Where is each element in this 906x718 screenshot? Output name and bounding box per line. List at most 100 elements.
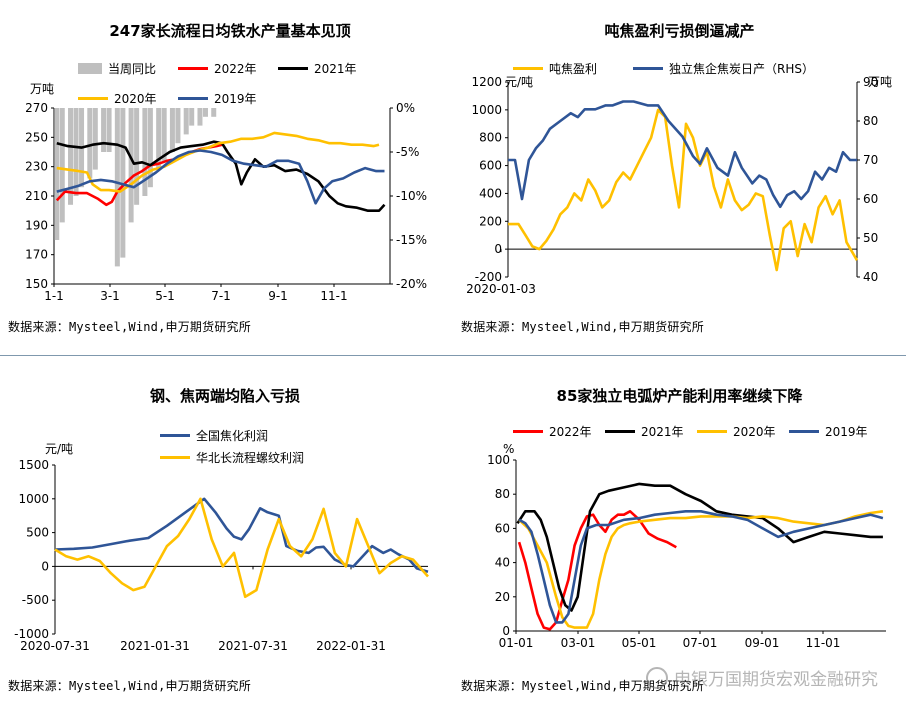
- legend-item: 华北长流程螺纹利润: [160, 449, 304, 466]
- legend-item: 当周同比: [78, 60, 156, 77]
- series-line: [508, 108, 859, 272]
- watermark-text: 申银万国期货宏观金融研究: [674, 670, 878, 690]
- chart-title: 85家独立电弧炉产能利用率继续下降: [556, 387, 803, 405]
- source-note: 数据来源：Mysteel,Wind,申万期货研究所: [8, 679, 251, 693]
- y-axis-unit: 万吨: [30, 82, 55, 96]
- legend-swatch: [178, 97, 208, 100]
- y-tick-label: 80: [495, 487, 510, 501]
- chart-svg: 100 80 60 40 20 001-01 03-01 05-01 07-01 09-01 11-…: [487, 453, 886, 650]
- y-tick-label: -500: [22, 593, 49, 607]
- y2-tick-label: 50: [863, 231, 878, 245]
- legend-label: 2022年: [549, 425, 592, 439]
- y-tick-label: 1000: [18, 492, 49, 506]
- legend-label: 2021年: [641, 425, 684, 439]
- legend-label: 2020年: [114, 92, 157, 106]
- legend-swatch: [513, 430, 543, 433]
- legend-swatch: [789, 430, 819, 433]
- legend-item: 2019年: [178, 90, 257, 107]
- series-line: [56, 131, 380, 193]
- y-tick-label: 20: [495, 590, 510, 604]
- x-tick-label: 01-01: [499, 636, 534, 650]
- bar: [106, 108, 112, 152]
- series-line: [54, 497, 429, 599]
- y-tick-label: 100: [487, 453, 510, 467]
- series-line: [56, 149, 385, 205]
- legend-label: 2022年: [214, 62, 257, 76]
- bar: [92, 108, 98, 170]
- x-tick-label: 2021-07-31: [218, 639, 288, 653]
- x-tick-label: 03-01: [561, 636, 596, 650]
- chart-panel-losses: 钢、焦两端均陷入亏损 全国焦化利润 华北长流程螺纹利润 元/吨 1500 1000…: [0, 360, 450, 718]
- legend-item: 2022年: [513, 423, 592, 440]
- bar: [202, 108, 208, 117]
- y-tick-label: 170: [25, 248, 48, 262]
- y-tick-label: 0: [41, 559, 49, 573]
- divider: [0, 355, 906, 356]
- source-note: 数据来源：Mysteel,Wind,申万期货研究所: [461, 320, 704, 334]
- bar: [54, 108, 60, 240]
- x-tick-label: 05-01: [622, 636, 657, 650]
- legend-item: 吨焦盈利: [513, 60, 597, 77]
- x-tick-label: 07-01: [683, 636, 718, 650]
- bar: [142, 108, 148, 196]
- x-tick-label: 1-1: [44, 289, 64, 303]
- x-tick-label: 09-01: [745, 636, 780, 650]
- y-tick-label: 210: [25, 189, 48, 203]
- y2-tick-label: -20%: [396, 277, 427, 291]
- x-tick-label: 2021-01-31: [120, 639, 190, 653]
- y-tick-label: 40: [495, 556, 510, 570]
- y-tick-label: 800: [479, 131, 502, 145]
- legend-label: 2019年: [214, 92, 257, 106]
- y-tick-label: 1000: [471, 103, 502, 117]
- x-tick-label: 11-01: [806, 636, 841, 650]
- bar: [147, 108, 153, 188]
- chart-title: 钢、焦两端均陷入亏损: [149, 387, 300, 405]
- x-tick-label: 2020-01-03: [466, 282, 536, 296]
- bar: [68, 108, 74, 205]
- chart-panel-coke-profit: 吨焦盈利亏损倒逼减产 吨焦盈利 独立焦企焦炭日产（RHS） 元/吨 万吨 120…: [453, 0, 906, 345]
- series-line: [516, 482, 883, 612]
- y-tick-label: 230: [25, 160, 48, 174]
- chart-legend: 2022年 2021年 2020年 2019年: [513, 423, 903, 443]
- legend-swatch: [513, 67, 543, 70]
- y-tick-label: 250: [25, 130, 48, 144]
- y2-tick-label: 70: [863, 153, 878, 167]
- legend-swatch: [78, 63, 102, 74]
- bar: [175, 108, 181, 144]
- x-tick-label: 3-1: [100, 289, 120, 303]
- legend-swatch: [278, 67, 308, 70]
- legend-swatch: [633, 67, 663, 70]
- bar: [87, 108, 93, 179]
- y-tick-label: 0: [494, 242, 502, 256]
- chart-title: 吨焦盈利亏损倒逼减产: [604, 22, 755, 40]
- legend-item: 2021年: [278, 60, 357, 77]
- legend-swatch: [178, 67, 208, 70]
- y-axis-unit: 元/吨: [45, 442, 74, 456]
- y2-tick-label: 80: [863, 114, 878, 128]
- bar: [120, 108, 126, 258]
- legend-label: 华北长流程螺纹利润: [196, 451, 305, 465]
- series-line: [56, 140, 386, 212]
- x-tick-label: 2022-01-31: [316, 639, 386, 653]
- chart-legend: 全国焦化利润 华北长流程螺纹利润: [160, 427, 440, 472]
- y2-tick-label: 0%: [396, 101, 415, 115]
- y-tick-label: 190: [25, 218, 48, 232]
- bar: [161, 108, 167, 161]
- y-axis-unit: 元/吨: [505, 75, 534, 89]
- legend-swatch: [605, 430, 635, 433]
- y-tick-label: 200: [479, 214, 502, 228]
- y2-axis-unit: 万吨: [868, 75, 893, 89]
- x-tick-label: 11-1: [320, 289, 347, 303]
- y2-tick-label: 90: [863, 75, 878, 89]
- y2-tick-label: -10%: [396, 189, 427, 203]
- legend-label: 2019年: [825, 425, 868, 439]
- chart-svg: 1200 1000 800 600 400 200 0 -200 90 80 70 60 50 40 202…: [466, 75, 878, 296]
- bar: [197, 108, 203, 126]
- bar: [134, 108, 140, 205]
- y-tick-label: -200: [475, 270, 502, 284]
- legend-item: 2022年: [178, 60, 257, 77]
- y-tick-label: 600: [479, 159, 502, 173]
- y2-tick-label: -15%: [396, 233, 427, 247]
- chart-title: 247家长流程日均铁水产量基本见顶: [109, 22, 351, 40]
- series-line: [508, 100, 857, 209]
